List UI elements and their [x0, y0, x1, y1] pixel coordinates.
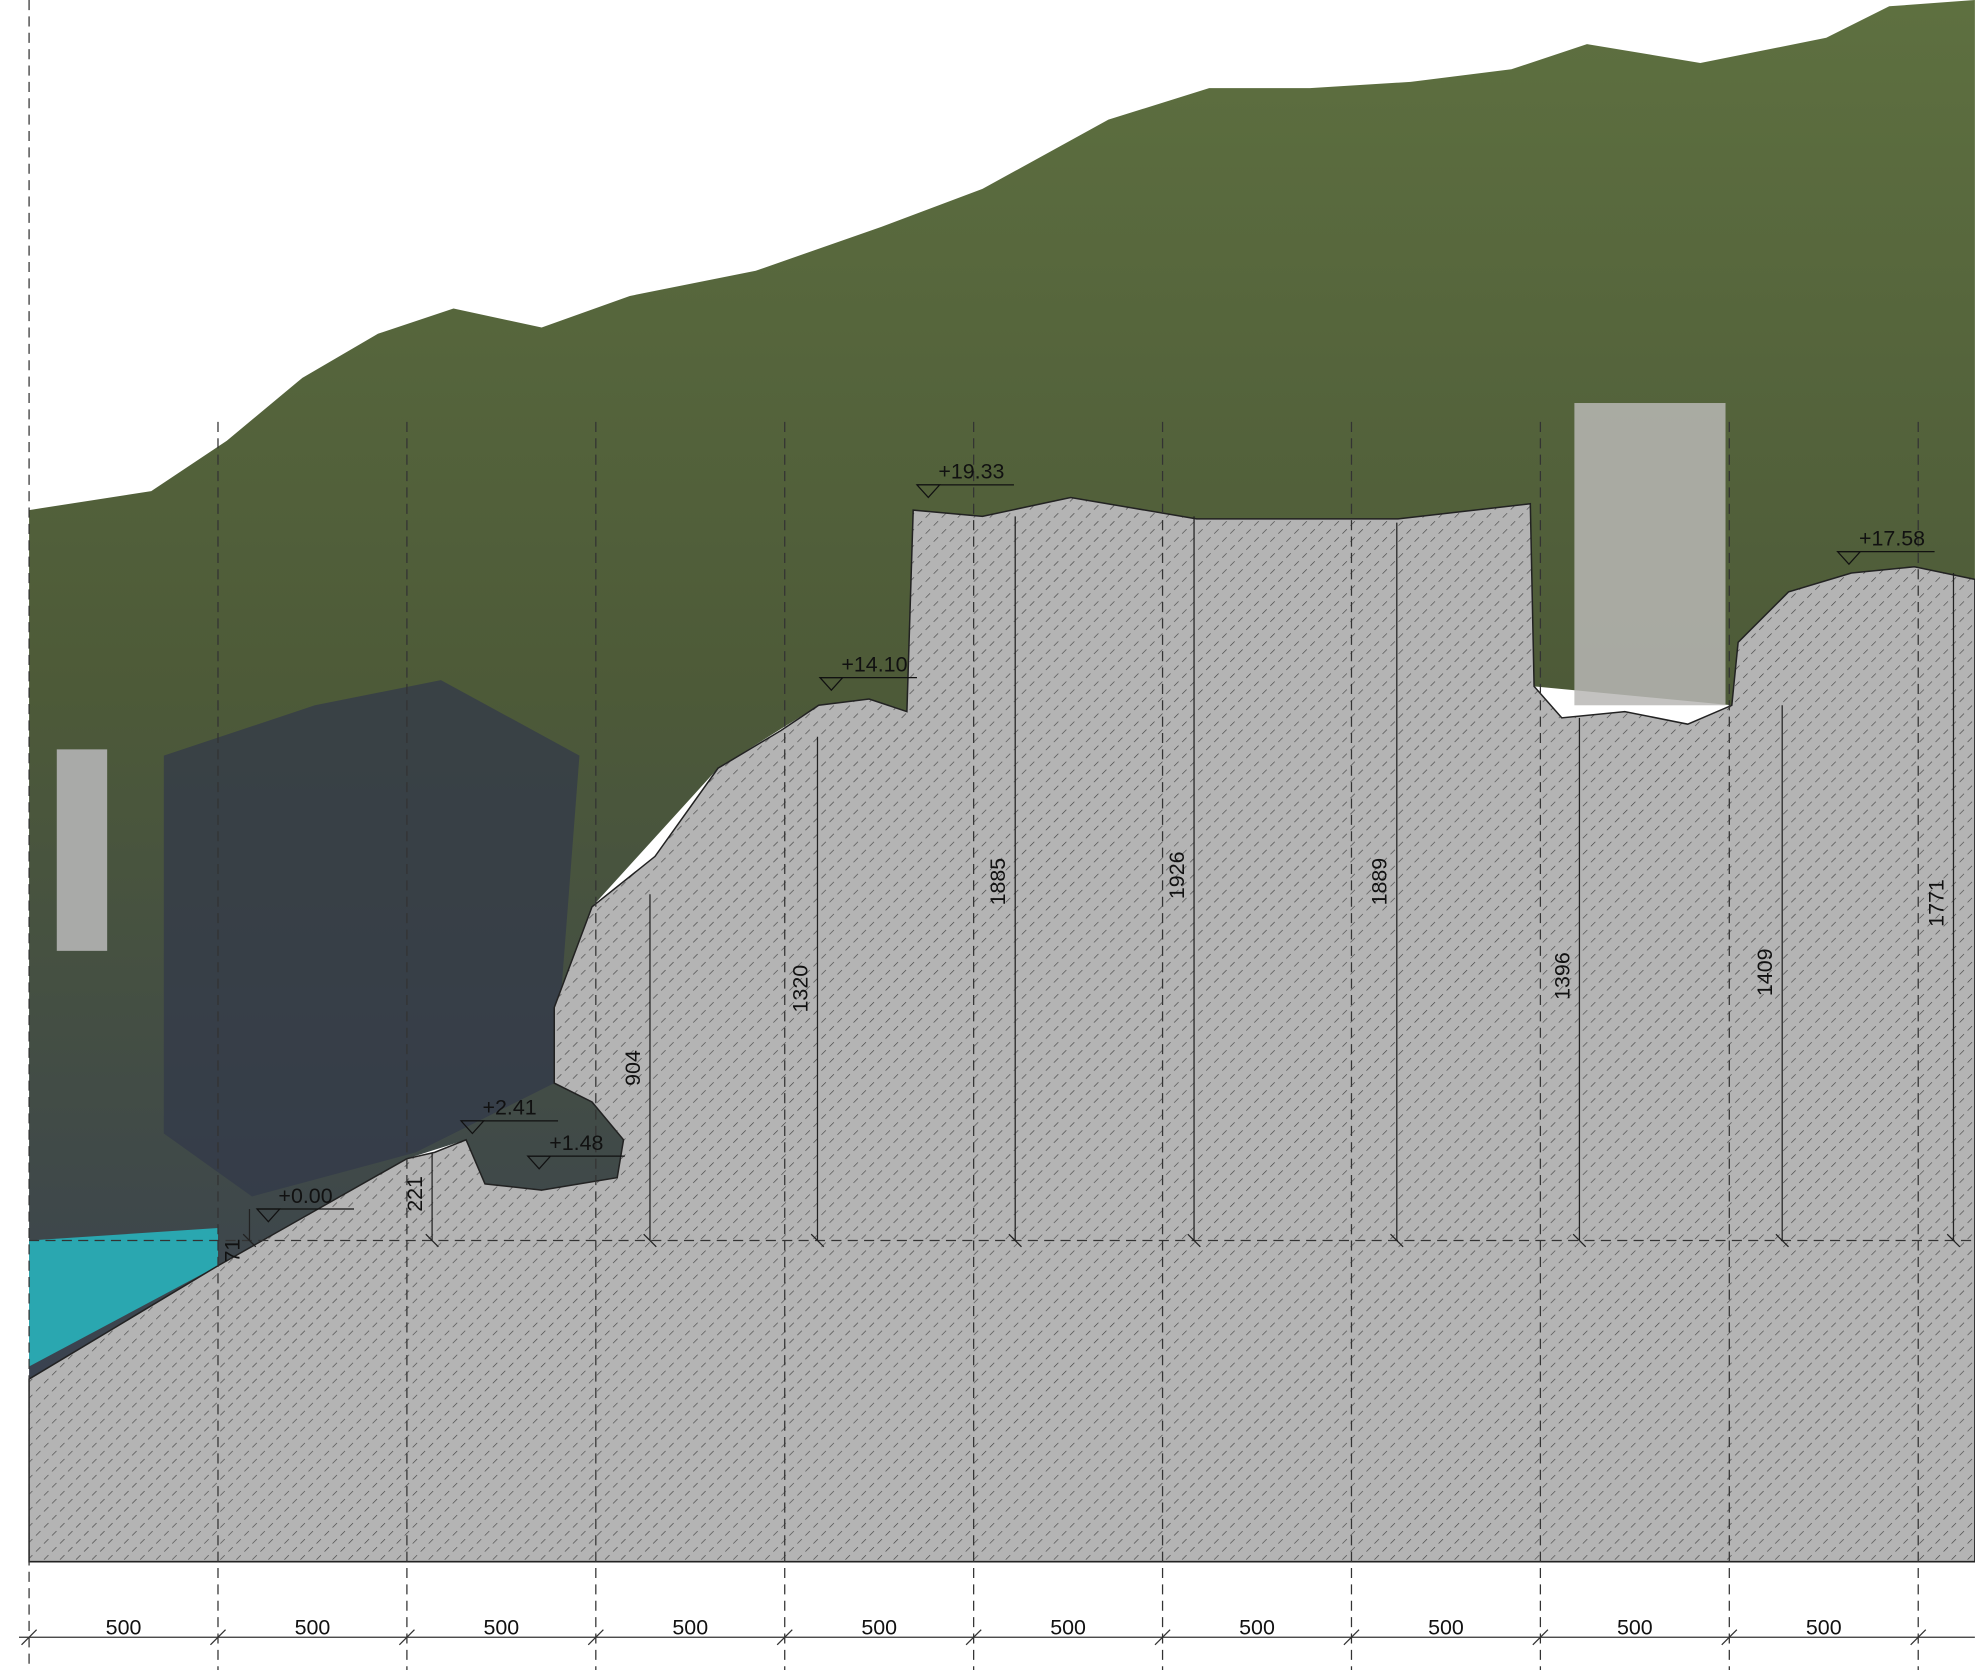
dimension-tick [1910, 1629, 1927, 1646]
dimension-tick [425, 1233, 439, 1248]
spacing-label: 500 [1428, 1616, 1464, 1640]
sea [29, 1227, 218, 1367]
dimension-tick [1390, 1233, 1404, 1248]
rock-face [163, 680, 580, 1197]
height-label: 1396 [1550, 952, 1574, 1000]
spacing-label: 500 [1239, 1616, 1275, 1640]
height-label: 221 [403, 1176, 427, 1212]
spacing-label: 500 [861, 1616, 897, 1640]
dimension-tick [1946, 1233, 1961, 1248]
spacing-label: 500 [1050, 1616, 1086, 1640]
dimension-tick [1187, 1233, 1201, 1248]
dimension-tick [21, 1629, 38, 1646]
dimension-tick [643, 1233, 657, 1248]
dimension-tick [1572, 1233, 1587, 1248]
spacing-label: 500 [295, 1616, 331, 1640]
dimension-tick [965, 1629, 982, 1646]
height-label: 1771 [1924, 879, 1948, 927]
dimension-tick [587, 1629, 604, 1646]
height-label: 1889 [1368, 858, 1392, 906]
elevation-label: +2.41 [482, 1096, 536, 1120]
section-fill [28, 496, 1975, 1563]
dimension-tick [242, 1233, 257, 1248]
spacing-label: 500 [1617, 1616, 1653, 1640]
dimension-tick [776, 1629, 793, 1646]
column [56, 749, 108, 951]
dimension-tick [1008, 1233, 1022, 1248]
elevation-label: +0.00 [278, 1184, 332, 1208]
dimension-tick [1775, 1233, 1789, 1248]
height-label: 1885 [986, 858, 1010, 906]
dimension-tick [209, 1629, 226, 1646]
spacing-label: 500 [106, 1616, 142, 1640]
spacing-label: 500 [484, 1616, 520, 1640]
spacing-label: 500 [1806, 1616, 1842, 1640]
dimension-tick [1343, 1629, 1360, 1646]
elevation-label: +14.10 [841, 652, 907, 676]
elevation-label: +1.48 [549, 1131, 603, 1155]
dimension-tick [810, 1233, 825, 1248]
spacing-label: 500 [672, 1616, 708, 1640]
elevation-label: +17.58 [1859, 526, 1925, 550]
elevation-label: +19.33 [938, 460, 1004, 484]
dimension-tick [1721, 1629, 1738, 1646]
dimension-tick [1532, 1629, 1549, 1646]
dimension-tick [1154, 1629, 1171, 1646]
dimension-tick [398, 1629, 415, 1646]
height-label: 904 [621, 1050, 645, 1086]
height-label: 1320 [788, 965, 812, 1013]
ruin [1574, 403, 1726, 706]
height-label: 71 [220, 1239, 244, 1263]
height-label: 1926 [1165, 851, 1189, 899]
height-label: 1409 [1753, 948, 1777, 996]
